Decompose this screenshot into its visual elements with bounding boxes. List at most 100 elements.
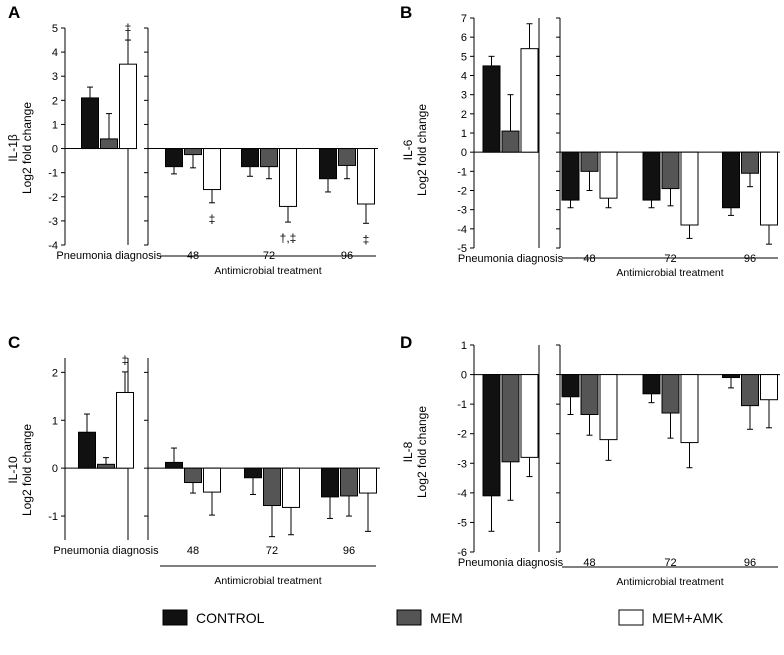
- bar: [680, 374, 699, 444]
- y-tick-label: -1: [457, 399, 467, 411]
- y-tick-label: -3: [457, 458, 467, 470]
- y-tick-label: 1: [461, 128, 467, 140]
- x-category-label: Pneumonia diagnosis: [53, 545, 159, 557]
- y-tick-label: 2: [461, 109, 467, 121]
- bar: [81, 97, 99, 150]
- bar: [760, 151, 778, 226]
- y-tick-label: 2: [52, 367, 58, 379]
- y-tick-label: 0: [461, 370, 467, 382]
- bar: [165, 148, 183, 168]
- y-tick-label: 1: [52, 119, 58, 131]
- bar: [741, 374, 759, 407]
- y-tick-label: 3: [52, 71, 58, 83]
- y-tick-label: -3: [457, 205, 467, 217]
- y-tick-label: 2: [52, 95, 58, 107]
- x-category-label: Pneumonia diagnosis: [56, 250, 162, 262]
- bar: [282, 467, 300, 508]
- bar: [244, 467, 262, 479]
- bar: [520, 374, 539, 458]
- bar: [340, 467, 358, 497]
- bar: [482, 65, 501, 153]
- bar: [741, 151, 759, 174]
- bar: [203, 467, 221, 493]
- x-category-label: 96: [744, 253, 756, 265]
- chart-panel-C: C IL-10 Log2 fold change -1 0 1 2 Pneumonia dia…: [6, 333, 380, 587]
- bar: [501, 374, 520, 463]
- bar: [760, 374, 778, 401]
- bar: [599, 151, 618, 199]
- y-tick-label: 4: [461, 71, 467, 83]
- y-axis-label-line2: Log2 fold change: [415, 104, 429, 196]
- y-axis-label: IL-6 Log2 fold change: [401, 104, 429, 196]
- y-tick-label: 7: [461, 13, 467, 25]
- legend-label: MEM+AMK: [652, 610, 724, 626]
- y-axis-label: IL-10 Log2 fold change: [6, 424, 34, 516]
- x-category-label: 96: [744, 557, 756, 569]
- y-tick-label: 5: [461, 51, 467, 63]
- y-tick-label: -4: [48, 240, 58, 252]
- legend-swatch: [162, 609, 188, 626]
- bar: [599, 374, 618, 441]
- y-tick-label: -2: [48, 192, 58, 204]
- y-axis-label-line1: IL-6: [401, 139, 415, 160]
- bar: [119, 63, 137, 150]
- y-tick-label: 0: [52, 144, 58, 156]
- x-category-label: 48: [583, 253, 595, 265]
- y-axis-label-line1: IL-1β: [6, 134, 20, 162]
- x-group-label: Antimicrobial treatment: [616, 267, 723, 279]
- significance-annotation: ‡: [363, 232, 370, 246]
- bar: [241, 148, 259, 168]
- y-axis-label: IL-1β Log2 fold change: [6, 102, 34, 194]
- chart-panel-A: A IL-1β Log2 fold change -4 -3 -2 -1 0 1 2 3 4 5 Pneu…: [6, 3, 378, 277]
- legend-swatch: [396, 609, 422, 626]
- bar: [520, 48, 539, 153]
- y-tick-label: -2: [457, 186, 467, 198]
- bar: [165, 461, 183, 469]
- x-group-label: Antimicrobial treatment: [214, 265, 321, 277]
- y-axis-label-line2: Log2 fold change: [20, 102, 34, 194]
- chart-panel-B: B IL-6 Log2 fold change -5 -4 -3 -2 -1 0 1 2 3 4 5 6 7 P…: [400, 3, 780, 279]
- y-tick-label: -3: [48, 216, 58, 228]
- significance-annotation: ‡: [209, 212, 216, 226]
- y-axis-label-line1: IL-8: [401, 441, 415, 462]
- y-tick-label: 1: [461, 340, 467, 352]
- significance-annotation: †,‡: [280, 231, 297, 245]
- bar: [184, 467, 202, 484]
- y-tick-label: -5: [457, 243, 467, 255]
- x-category-label: 72: [266, 545, 278, 557]
- bar: [184, 148, 202, 156]
- x-category-label: Pneumonia diagnosis: [458, 557, 564, 569]
- legend-swatch: [618, 609, 644, 626]
- x-category-label: 96: [343, 545, 355, 557]
- panel-letter: B: [400, 3, 412, 22]
- y-tick-label: -6: [457, 547, 467, 559]
- bar: [661, 374, 680, 414]
- y-tick-label: -4: [457, 224, 467, 236]
- panel-letter: C: [8, 333, 20, 352]
- bar: [338, 148, 356, 166]
- bar: [561, 374, 580, 398]
- x-group-label: Antimicrobial treatment: [214, 575, 321, 587]
- panel-letter: D: [400, 333, 412, 352]
- y-tick-label: -1: [48, 511, 58, 523]
- significance-annotation: ‡: [125, 21, 132, 35]
- y-tick-label: -1: [48, 168, 58, 180]
- x-category-label: Pneumonia diagnosis: [458, 253, 564, 265]
- y-axis-label: IL-8 Log2 fold change: [401, 406, 429, 498]
- bar: [359, 467, 377, 494]
- bar: [680, 151, 699, 226]
- y-tick-label: 4: [52, 47, 58, 59]
- y-tick-label: 3: [461, 90, 467, 102]
- bar: [203, 148, 221, 191]
- bar: [100, 138, 118, 150]
- bar: [321, 467, 339, 498]
- bar: [319, 148, 337, 180]
- y-tick-label: -2: [457, 429, 467, 441]
- bar: [260, 148, 278, 168]
- bar: [642, 374, 661, 395]
- bar: [357, 148, 375, 205]
- y-tick-label: 1: [52, 415, 58, 427]
- significance-annotation: ‡: [122, 353, 129, 367]
- bar: [482, 374, 501, 497]
